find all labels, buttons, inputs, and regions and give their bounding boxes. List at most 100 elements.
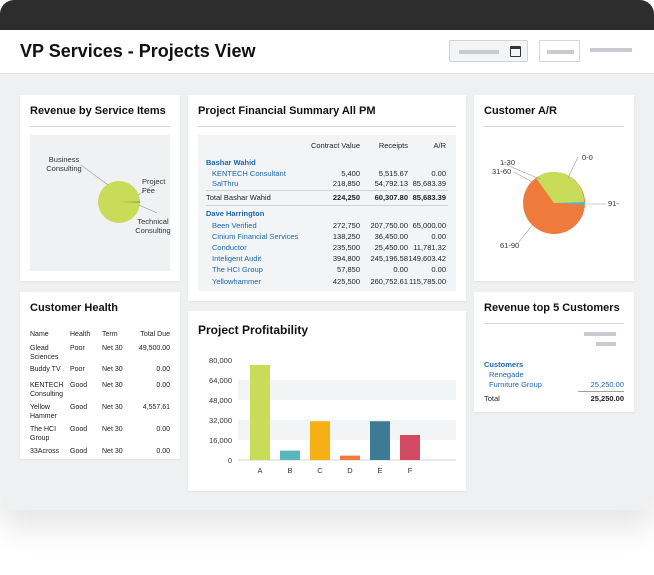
- x-tick-label: C: [317, 466, 323, 475]
- pie-label-technical-consulting: Technical Consulting: [135, 217, 171, 235]
- pm-group-header[interactable]: Dave Harrington: [206, 209, 265, 218]
- header-action-button[interactable]: [539, 40, 580, 62]
- bar-b[interactable]: [280, 450, 300, 460]
- card-title: Project Financial Summary All PM: [198, 105, 376, 117]
- total-due-value: 0.00: [156, 426, 170, 433]
- financial-summary-table: Contract Value Receipts A/R Bashar Wahid…: [198, 135, 456, 291]
- term-value: Net 30: [102, 382, 123, 389]
- customer-link[interactable]: Renegade Furniture Group: [489, 370, 542, 389]
- project-link[interactable]: Inteligent Audit: [212, 254, 262, 263]
- pm-group-header[interactable]: Bashar Wahid: [206, 158, 256, 167]
- column-header-receipts: Receipts: [378, 141, 408, 150]
- customer-revenue-value: 25,250.00: [590, 380, 624, 389]
- card-title: Customer A/R: [484, 105, 557, 117]
- group-total-ar: 85,683.39: [412, 193, 446, 202]
- total-due-value: 0.00: [156, 382, 170, 389]
- table-row[interactable]: Glead Sciences Poor Net 30 49,500.00: [30, 344, 172, 365]
- grid-band: [238, 380, 456, 400]
- health-value: Poor: [70, 366, 85, 373]
- ar-leader-31-60: [513, 171, 535, 184]
- project-link[interactable]: Conductor: [212, 243, 247, 252]
- y-tick-label: 80,000: [209, 356, 232, 365]
- total-divider: [578, 391, 624, 392]
- x-tick-label: B: [287, 466, 292, 475]
- group-total-receipts: 60,307.80: [374, 193, 408, 202]
- project-link[interactable]: SalThru: [212, 179, 239, 188]
- service-pie-chart[interactable]: [30, 135, 170, 271]
- bar-e[interactable]: [370, 421, 390, 460]
- customer-name: 33Across: [30, 448, 60, 455]
- contract-value: 57,850: [337, 265, 360, 274]
- total-label: Total: [484, 394, 500, 403]
- group-total-contract: 224,250: [332, 193, 360, 202]
- y-tick-label: 64,000: [209, 376, 232, 385]
- health-value: Good: [70, 448, 88, 455]
- pie-label-business-consulting: Business Consulting: [46, 155, 82, 173]
- term-value: Net 30: [102, 366, 123, 373]
- pie-leader-technical: [138, 204, 158, 214]
- revenue-top5-card: Revenue top 5 Customers Customers Renega…: [474, 292, 634, 412]
- project-link[interactable]: Yellowhammer: [212, 277, 261, 286]
- divider: [484, 323, 624, 324]
- column-header-ar: A/R: [433, 141, 446, 150]
- bar-c[interactable]: [310, 421, 330, 460]
- pie-leader-project: [137, 182, 158, 196]
- card-title: Revenue by Service Items: [30, 105, 166, 117]
- ar-leader-0-0: [567, 156, 579, 179]
- term-value: Net 30: [102, 448, 123, 455]
- divider: [484, 126, 624, 127]
- app-window: VP Services - Projects View Revenue by S…: [0, 0, 654, 510]
- bar-a[interactable]: [250, 365, 270, 460]
- term-value: Net 30: [102, 426, 123, 433]
- header-link[interactable]: [590, 48, 632, 52]
- total-due-value: 49,500.00: [138, 345, 170, 352]
- y-tick-label: 16,000: [209, 436, 232, 445]
- table-row[interactable]: KENTECH Consulting Good Net 30 0.00: [30, 381, 172, 403]
- window-title-bar: [0, 0, 654, 30]
- page-header: VP Services - Projects View: [0, 30, 654, 74]
- receipts-value: 260,752.61: [370, 277, 408, 286]
- table-row[interactable]: 33Across Good Net 30 0.00: [30, 447, 172, 459]
- column-header: Health: [70, 331, 91, 338]
- bar-d[interactable]: [340, 455, 360, 460]
- project-link[interactable]: Been Verified: [212, 221, 257, 230]
- receipts-value: 0.00: [393, 265, 408, 274]
- customer-name: KENTECH Consulting: [30, 382, 64, 398]
- card-title: Revenue top 5 Customers: [484, 302, 620, 314]
- ar-value: 0.00: [431, 169, 446, 178]
- pie-leader-business: [80, 164, 109, 186]
- total-due-value: 0.00: [156, 366, 170, 373]
- project-link[interactable]: KENTECH Consultant: [212, 169, 286, 178]
- customer-health-card: Customer Health Name Health Term Total D…: [20, 292, 180, 459]
- term-value: Net 30: [102, 404, 123, 411]
- ar-value: 85,683.39: [412, 179, 446, 188]
- calendar-icon[interactable]: [510, 46, 521, 57]
- pie-slice-0-0: [536, 171, 585, 203]
- ar-value: 65,000.00: [412, 221, 446, 230]
- column-header: Term: [102, 331, 118, 338]
- date-picker-input[interactable]: [449, 40, 528, 62]
- table-row[interactable]: Buddy TV Poor Net 30 0.00: [30, 365, 172, 381]
- receipts-value: 54,792.13: [374, 179, 408, 188]
- bar-f[interactable]: [400, 435, 420, 460]
- table-row[interactable]: Yellow Hammer Good Net 30 4,557.61: [30, 403, 172, 425]
- customer-name: Yellow Hammer: [30, 404, 57, 420]
- ar-label-1-30: 1-30: [500, 158, 516, 167]
- table-row[interactable]: The HCI Group Good Net 30 0.00: [30, 425, 172, 447]
- y-tick-label: 0: [228, 456, 232, 465]
- customer-name: Buddy TV: [30, 366, 61, 373]
- ar-leader-61-90: [517, 222, 535, 244]
- ar-value: 0.00: [431, 265, 446, 274]
- contract-value: 218,850: [332, 179, 360, 188]
- x-tick-label: A: [257, 466, 262, 475]
- contract-value: 138,250: [332, 232, 360, 241]
- project-link[interactable]: Cinium Financial Services: [212, 232, 299, 241]
- customer-ar-card: Customer A/R 0-0 1-30 31-60 91- 61-90: [474, 95, 634, 281]
- ar-pie-chart[interactable]: [474, 95, 634, 281]
- project-link[interactable]: The HCI Group: [212, 265, 263, 274]
- divider: [198, 126, 456, 127]
- profitability-bar-chart[interactable]: 80,000 64,000 48,000 32,000 16,000 0 A B C D E F: [188, 311, 466, 491]
- total-due-value: 0.00: [156, 448, 170, 455]
- total-value: 25,250.00: [590, 394, 624, 403]
- term-value: Net 30: [102, 345, 123, 352]
